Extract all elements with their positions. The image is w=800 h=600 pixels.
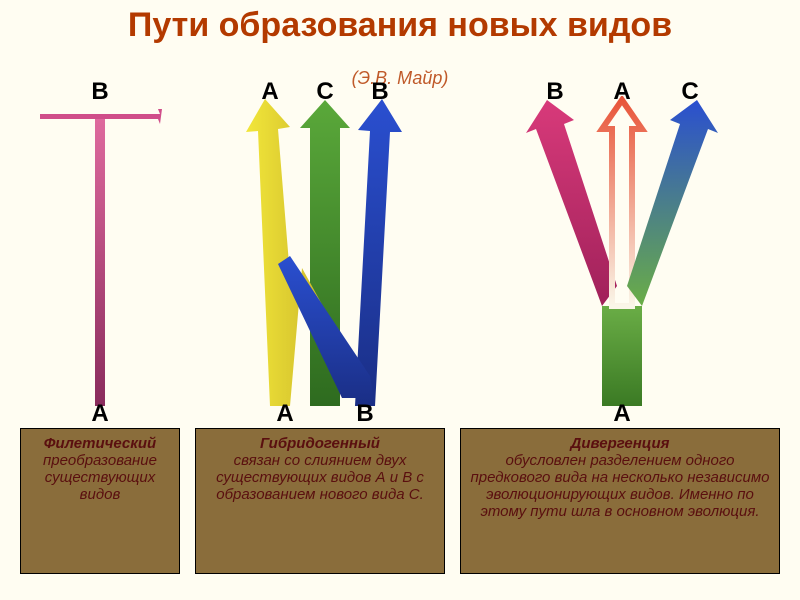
top-label: В bbox=[371, 78, 388, 106]
arrow bbox=[355, 99, 402, 406]
arrow bbox=[602, 306, 642, 406]
diagram-1 bbox=[210, 96, 440, 406]
top-label: С bbox=[316, 78, 333, 106]
diagram-2 bbox=[485, 96, 745, 406]
top-label: А bbox=[261, 78, 278, 106]
diagram-0 bbox=[30, 96, 170, 406]
description-body: обусловлен разделением одного предкового… bbox=[465, 452, 775, 520]
top-label: В bbox=[91, 78, 108, 106]
top-label: С bbox=[681, 78, 698, 106]
description-body: связан со слиянием двух существующих вид… bbox=[200, 452, 440, 503]
description-box: Филетическийпреобразование существующих … bbox=[20, 428, 180, 574]
description-box: Гибридогенныйсвязан со слиянием двух сущ… bbox=[195, 428, 445, 574]
arrow bbox=[95, 114, 105, 406]
description-title: Гибридогенный bbox=[200, 435, 440, 452]
description-title: Филетический bbox=[25, 435, 175, 452]
description-title: Дивергенция bbox=[465, 435, 775, 452]
bottom-label: А bbox=[276, 400, 293, 428]
page-title: Пути образования новых видов bbox=[0, 6, 800, 45]
page-subtitle: (Э.В. Майр) bbox=[0, 68, 800, 89]
subtitle-text: (Э.В. Майр) bbox=[352, 68, 449, 88]
title-text: Пути образования новых видов bbox=[128, 6, 672, 44]
description-box: Дивергенцияобусловлен разделением одного… bbox=[460, 428, 780, 574]
description-body: преобразование существующих видов bbox=[25, 452, 175, 503]
top-label: А bbox=[613, 78, 630, 106]
top-label: В bbox=[546, 78, 563, 106]
bottom-label: А bbox=[613, 400, 630, 428]
bottom-label: В bbox=[356, 400, 373, 428]
bottom-label: А bbox=[91, 400, 108, 428]
